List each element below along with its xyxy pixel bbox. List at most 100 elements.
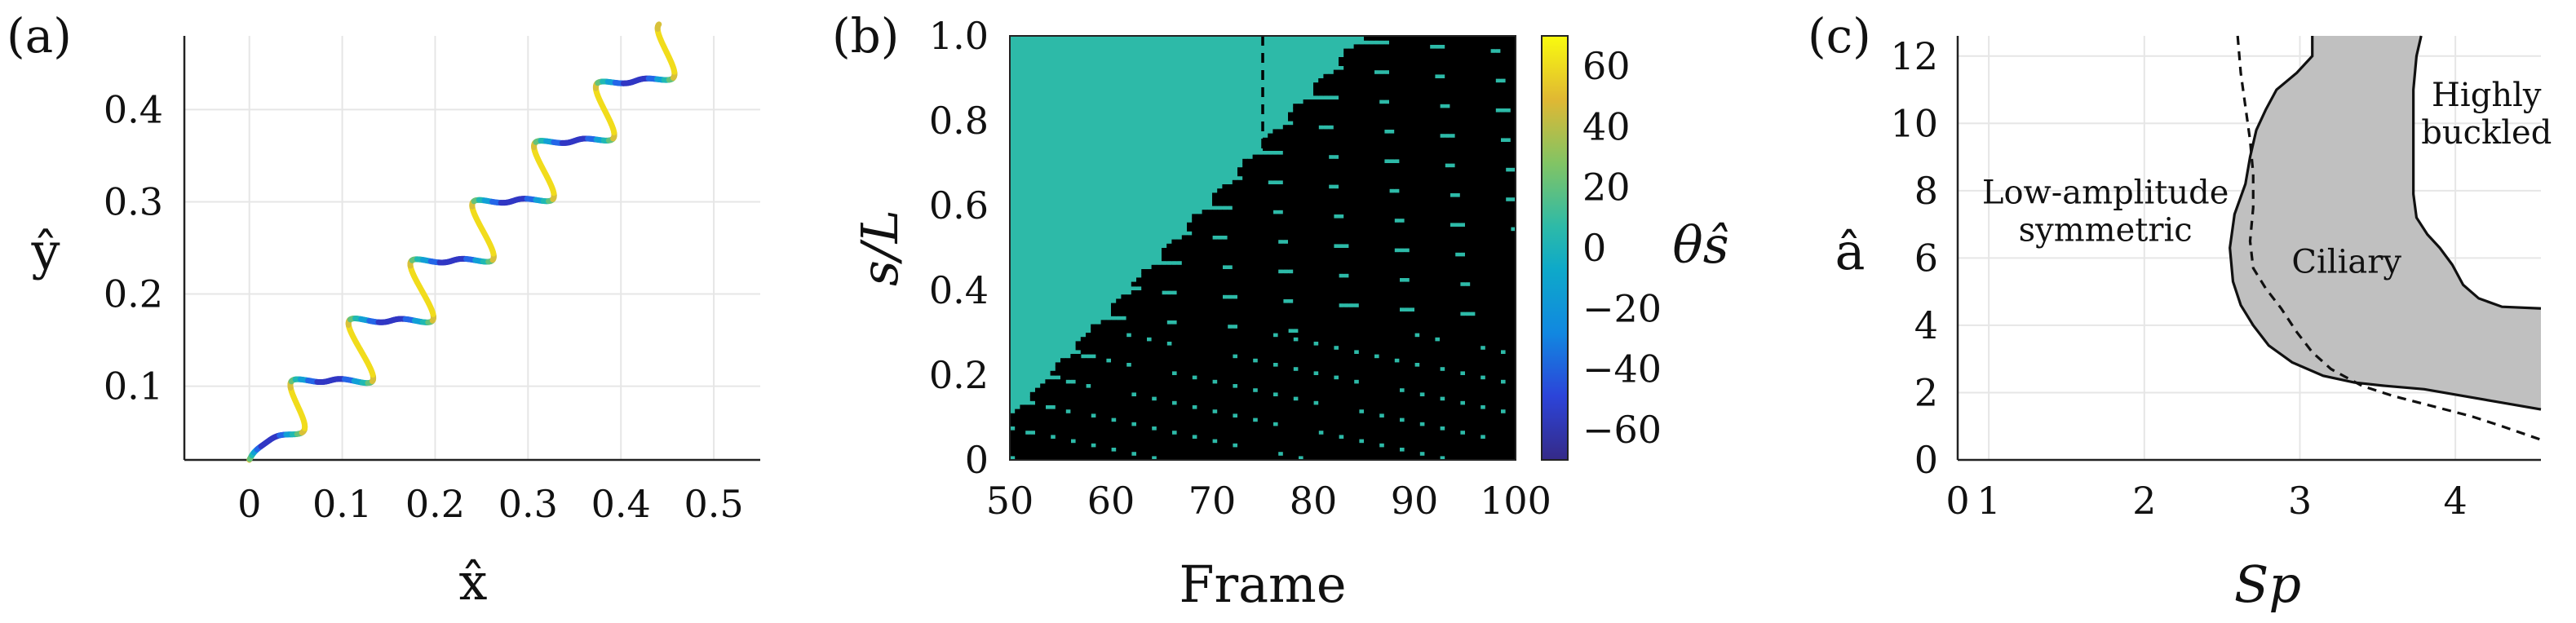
heatmap-cell	[1303, 210, 1309, 214]
heatmap-cell	[1100, 370, 1107, 376]
heatmap-cell	[1358, 129, 1365, 135]
panel-a-y-tick-label: 0.1	[104, 365, 163, 409]
heatmap-cell	[1318, 294, 1324, 299]
heatmap-cell	[1263, 210, 1268, 214]
heatmap-cell	[1111, 404, 1117, 410]
heatmap-cell	[1095, 439, 1102, 444]
heatmap-cell	[1247, 455, 1254, 460]
heatmap-cell	[1374, 210, 1380, 214]
heatmap-cell	[1374, 222, 1380, 228]
heatmap-cell	[1277, 167, 1284, 172]
heatmap-cell	[1339, 290, 1344, 295]
heatmap-cell	[1131, 320, 1137, 325]
heatmap-cell	[1206, 362, 1213, 368]
heatmap-cell	[1308, 349, 1314, 355]
heatmap-cell	[1323, 328, 1330, 334]
heatmap-cell	[1358, 57, 1365, 62]
heatmap-cell	[1288, 422, 1294, 426]
heatmap-cell	[1025, 409, 1031, 414]
heatmap-cell	[1237, 248, 1243, 253]
heatmap-cell	[1348, 52, 1355, 58]
heatmap-cell	[1343, 154, 1349, 160]
heatmap-cell	[1313, 354, 1319, 359]
heatmap-cell	[1374, 171, 1380, 177]
heatmap-cell	[1171, 396, 1178, 401]
heatmap-cell	[1206, 252, 1213, 257]
heatmap-cell	[1348, 108, 1355, 113]
heatmap-cell	[1383, 82, 1390, 87]
heatmap-cell	[1328, 370, 1334, 376]
heatmap-cell	[1222, 210, 1228, 214]
heatmap-cell	[1257, 413, 1264, 418]
heatmap-cell	[1339, 218, 1344, 223]
heatmap-cell	[1105, 451, 1112, 457]
heatmap-cell	[1156, 375, 1162, 380]
heatmap-cell	[1045, 439, 1051, 444]
heatmap-cell	[1339, 129, 1344, 135]
heatmap-cell	[1343, 285, 1349, 291]
heatmap-cell	[1187, 281, 1193, 287]
heatmap-cell	[1293, 150, 1299, 156]
heatmap-cell	[1308, 307, 1314, 312]
heatmap-cell	[1136, 370, 1142, 376]
heatmap-cell	[1151, 285, 1157, 291]
heatmap-cell	[1121, 451, 1127, 457]
heatmap-cell	[1040, 443, 1046, 448]
heatmap-cell	[1257, 426, 1264, 431]
heatmap-cell	[1358, 413, 1365, 418]
heatmap-cell	[1126, 400, 1132, 405]
heatmap-cell	[1348, 116, 1355, 122]
heatmap-cell	[1318, 349, 1324, 355]
heatmap-cell	[1383, 235, 1390, 241]
heatmap-cell	[1237, 192, 1243, 198]
heatmap-cell	[1136, 409, 1142, 414]
heatmap-cell	[1383, 324, 1390, 329]
heatmap-cell	[1318, 451, 1324, 457]
heatmap-cell	[1202, 375, 1208, 380]
heatmap-cell	[1197, 455, 1203, 460]
heatmap-cell	[1091, 324, 1096, 329]
heatmap-cell	[1277, 252, 1284, 257]
heatmap-cell	[1277, 218, 1284, 223]
heatmap-cell	[1298, 400, 1304, 405]
heatmap-cell	[1025, 426, 1031, 431]
heatmap-cell	[1353, 277, 1360, 283]
heatmap-cell	[1100, 349, 1107, 355]
heatmap-cell	[1308, 99, 1314, 104]
heatmap-cell	[1111, 358, 1117, 363]
heatmap-cell	[1379, 434, 1385, 440]
heatmap-cell	[1348, 243, 1355, 249]
heatmap-cell	[1162, 404, 1167, 410]
heatmap-cell	[1212, 366, 1218, 372]
heatmap-cell	[1303, 269, 1309, 274]
heatmap-cell	[1141, 362, 1147, 368]
heatmap-cell	[1268, 273, 1273, 278]
heatmap-cell	[1091, 396, 1096, 401]
heatmap-cell	[1121, 447, 1127, 453]
heatmap-cell	[1232, 188, 1238, 193]
heatmap-cell	[1383, 218, 1390, 223]
heatmap-cell	[1268, 218, 1273, 223]
heatmap-cell	[1212, 387, 1218, 393]
heatmap-cell	[1333, 167, 1339, 172]
heatmap-cell	[1187, 375, 1193, 380]
heatmap-cell	[1045, 455, 1051, 460]
heatmap-cell	[1379, 227, 1385, 232]
heatmap-cell	[1015, 430, 1020, 435]
heatmap-cell	[1348, 69, 1355, 75]
heatmap-cell	[1252, 163, 1259, 168]
heatmap-cell	[1192, 269, 1197, 274]
heatmap-cell	[1288, 129, 1294, 135]
heatmap-cell	[1247, 175, 1254, 181]
heatmap-cell	[1237, 443, 1243, 448]
heatmap-cell	[1156, 290, 1162, 295]
heatmap-cell	[1111, 345, 1117, 351]
heatmap-cell	[1212, 400, 1218, 405]
heatmap-cell	[1343, 112, 1349, 117]
heatmap-cell	[1364, 137, 1370, 143]
heatmap-cell	[1379, 192, 1385, 198]
heatmap-cell	[1181, 324, 1188, 329]
heatmap-cell	[1116, 434, 1122, 440]
heatmap-cell	[1237, 413, 1243, 418]
heatmap-cell	[1166, 409, 1172, 414]
